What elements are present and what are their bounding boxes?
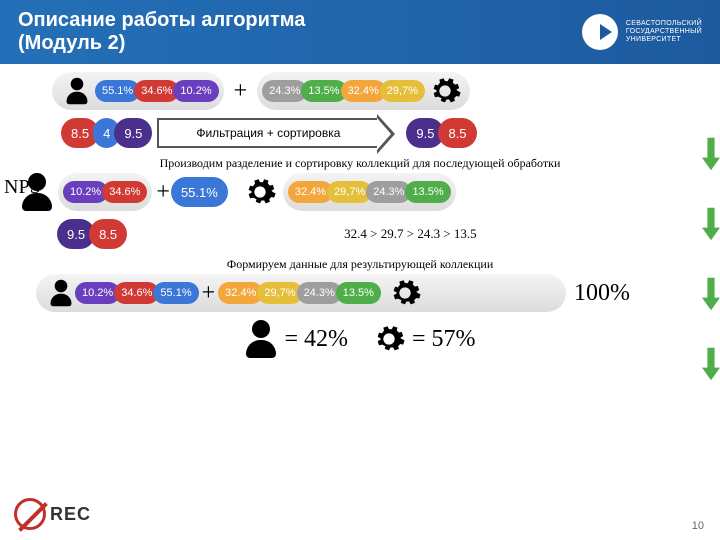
down-arrow-icon — [702, 346, 720, 382]
gear-icon — [372, 322, 406, 356]
gear-icon — [243, 175, 277, 209]
person-icon — [20, 173, 54, 211]
pill-cluster: 32.4%29,7%24.3%13.5% — [291, 181, 448, 203]
pill: 29,7% — [380, 80, 425, 102]
pill: 8.5 — [89, 219, 127, 249]
pill: 13.5% — [336, 282, 381, 304]
filter-sort-arrow: Фильтрация + сортировка — [157, 118, 377, 148]
down-arrow-icon — [702, 276, 720, 312]
title-line-2: (Модуль 2) — [18, 32, 125, 54]
pill: 55.1% — [153, 282, 198, 304]
sorted-person-bar: 10.2%34.6% — [58, 173, 152, 211]
pill: 8.5 — [438, 118, 476, 148]
caption-1: Производим разделение и сортировку колле… — [16, 156, 704, 171]
university-name: СЕВАСТОПОЛЬСКИЙ ГОСУДАРСТВЕННЫЙ УНИВЕРСИ… — [626, 20, 702, 43]
plus-symbol: + — [234, 78, 248, 105]
pill: 13.5% — [405, 181, 450, 203]
down-arrow-icon — [702, 136, 720, 172]
step-3-row: 10.2%34.6% + 55.1% 32.4%29,7%24.3%13.5% — [20, 173, 704, 211]
result-row: 10.2%34.6%55.1% + 32.4%29,7%24.3%13.5% 1… — [36, 274, 704, 312]
page-number: 10 — [692, 520, 704, 532]
pill-cluster: 10.2%34.6% — [66, 181, 144, 203]
rec-text: REC — [50, 504, 91, 525]
title-line-1: Описание работы алгоритма — [18, 9, 305, 31]
pill: 34.6% — [102, 181, 147, 203]
pill: 32.4% — [341, 80, 386, 102]
extra-pill: 55.1% — [171, 177, 228, 207]
pill-cluster: 55.1%34.6%10.2% — [98, 80, 216, 102]
gear-collection-bar: 24.3%13.5%32.4%29,7% — [257, 72, 470, 110]
inequality-text: 32.4 > 29.7 > 24.3 > 13.5 — [344, 226, 477, 242]
person-icon — [49, 280, 73, 307]
arrow-label: Фильтрация + сортировка — [196, 126, 340, 140]
university-logo: СЕВАСТОПОЛЬСКИЙ ГОСУДАРСТВЕННЫЙ УНИВЕРСИ… — [582, 14, 702, 50]
rec-circle-icon — [14, 498, 46, 530]
person-icon — [65, 78, 89, 105]
flow-arrows — [702, 136, 720, 382]
gear-icon — [428, 74, 462, 108]
person-collection-bar: 55.1%34.6%10.2% — [52, 72, 224, 110]
pill-cluster: 24.3%13.5%32.4%29,7% — [265, 80, 422, 102]
sorted-gear-bar: 32.4%29,7%24.3%13.5% — [283, 173, 456, 211]
logo-circle-icon — [582, 14, 618, 50]
final-results: = 42% = 57% — [16, 320, 704, 358]
slide-header: Описание работы алгоритма (Модуль 2) СЕВ… — [0, 0, 720, 64]
slide-content: NPS 55.1%34.6%10.2% + 24.3%13.5%32.4%29,… — [0, 64, 720, 366]
pill: 10.2% — [173, 80, 218, 102]
pill: 9.5 — [114, 118, 152, 148]
nps-row: 8.549.5 Фильтрация + сортировка 9.58.5 — [64, 118, 704, 148]
rec-logo: REC — [14, 498, 91, 530]
nps-output-pills: 9.58.5 — [409, 118, 473, 148]
under-pills: 9.58.5 — [60, 219, 124, 249]
person-icon — [244, 320, 278, 358]
gear-result: = 57% — [412, 326, 476, 353]
pill-cluster: 10.2%34.6%55.1% — [78, 282, 196, 304]
gear-icon — [388, 276, 422, 310]
combined-bar: 10.2%34.6%55.1% + 32.4%29,7%24.3%13.5% — [36, 274, 566, 312]
down-arrow-icon — [702, 206, 720, 242]
pill: 29,7% — [257, 282, 302, 304]
plus-symbol: + — [156, 179, 170, 206]
caption-2: Формируем данные для результирующей колл… — [16, 257, 704, 272]
total-percent: 100% — [574, 280, 630, 307]
pill: 24.3% — [297, 282, 342, 304]
plus-symbol: + — [202, 280, 216, 307]
nps-input-pills: 8.549.5 — [64, 118, 149, 148]
pill-cluster: 32.4%29,7%24.3%13.5% — [221, 282, 378, 304]
slide-title: Описание работы алгоритма (Модуль 2) — [18, 9, 305, 55]
step-1-row: 55.1%34.6%10.2% + 24.3%13.5%32.4%29,7% — [52, 72, 704, 110]
pill: 13.5% — [301, 80, 346, 102]
person-result: = 42% — [284, 326, 348, 353]
step-3-under-row: 9.58.5 32.4 > 29.7 > 24.3 > 13.5 — [60, 219, 704, 249]
